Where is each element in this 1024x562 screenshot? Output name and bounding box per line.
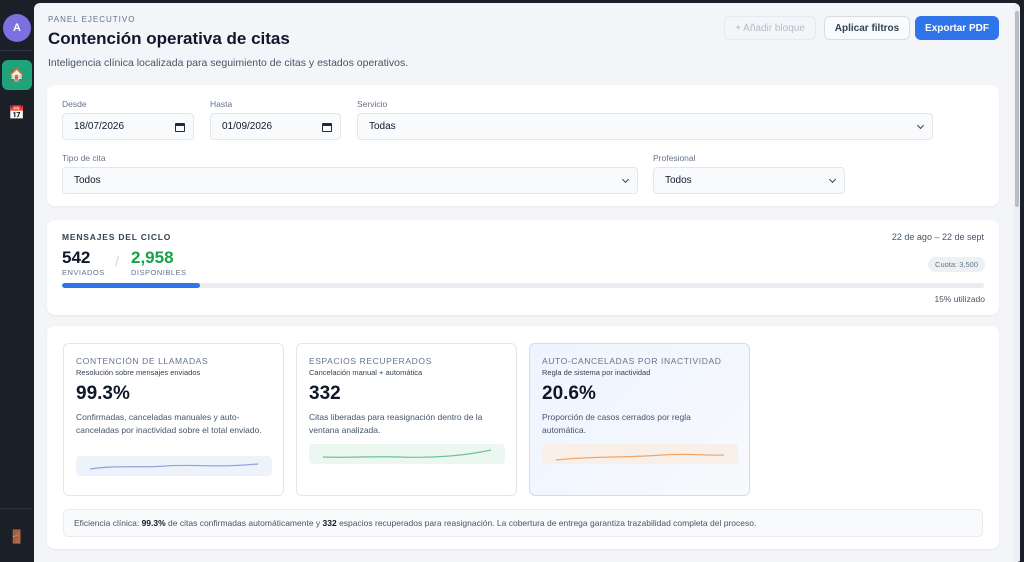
kpi-description: Citas liberadas para reasignación dentro… bbox=[309, 412, 483, 435]
main-content: PANEL EJECUTIVO Contención operativa de … bbox=[34, 3, 1020, 562]
kpi-subtitle: Resolución sobre mensajes enviados bbox=[76, 368, 201, 377]
kpi-call-containment[interactable]: CONTENCIÓN DE LLAMADAS Resolución sobre … bbox=[63, 343, 284, 496]
sparkline bbox=[542, 444, 738, 464]
kpi-auto-cancelled[interactable]: AUTO-CANCELADAS POR INACTIVIDAD Regla de… bbox=[529, 343, 750, 496]
available-label: DISPONIBLES bbox=[131, 268, 187, 277]
kpi-value: 20.6% bbox=[542, 383, 596, 404]
kpi-recovered-slots[interactable]: ESPACIOS RECUPERADOS Cancelación manual … bbox=[296, 343, 517, 496]
sidebar: A 🏠 📅 🚪 bbox=[0, 0, 33, 562]
sidebar-divider bbox=[0, 508, 33, 509]
sidebar-divider bbox=[0, 50, 33, 51]
door-icon: 🚪 bbox=[8, 529, 26, 544]
usage-progress-fill bbox=[62, 283, 201, 288]
summary-value-2: 332 bbox=[322, 518, 337, 528]
efficiency-summary: Eficiencia clínica: 99.3% de citas confi… bbox=[63, 509, 983, 537]
from-label: Desde bbox=[62, 99, 87, 109]
calendar-picker-icon[interactable] bbox=[322, 123, 332, 132]
chevron-down-icon bbox=[621, 175, 630, 184]
usage-note: 15% utilizado bbox=[934, 294, 985, 304]
usage-progress-bar bbox=[62, 283, 984, 288]
appointment-type-label: Tipo de cita bbox=[62, 153, 106, 163]
professional-select[interactable]: Todos bbox=[653, 167, 845, 194]
sparkline bbox=[76, 456, 272, 476]
to-label: Hasta bbox=[210, 99, 233, 109]
quota-badge: Cuota: 3,500 bbox=[928, 257, 985, 272]
page-title: Contención operativa de citas bbox=[48, 29, 290, 48]
logout-button[interactable]: 🚪 bbox=[2, 522, 32, 552]
calendar-icon: 📅 bbox=[8, 105, 26, 120]
summary-middle: de citas confirmadas automáticamente y bbox=[165, 518, 323, 528]
from-date-value: 18/07/2026 bbox=[74, 121, 125, 132]
kpi-value: 99.3% bbox=[76, 383, 130, 404]
add-block-button[interactable]: + Añadir bloque bbox=[724, 16, 816, 40]
kpi-subtitle: Regla de sistema por inactividad bbox=[542, 368, 651, 377]
professional-value: Todos bbox=[665, 175, 692, 186]
appointment-type-select[interactable]: Todos bbox=[62, 167, 638, 194]
page-eyebrow: PANEL EJECUTIVO bbox=[48, 15, 136, 24]
sidebar-item-home[interactable]: 🏠 bbox=[2, 60, 32, 90]
sparkline bbox=[309, 444, 505, 464]
summary-prefix: Eficiencia clínica: bbox=[74, 518, 142, 528]
to-date-input[interactable]: 01/09/2026 bbox=[210, 113, 341, 140]
from-date-input[interactable]: 18/07/2026 bbox=[62, 113, 194, 140]
messages-date-range: 22 de ago – 22 de sept bbox=[891, 232, 984, 242]
summary-suffix: espacios recuperados para reasignación. … bbox=[336, 518, 757, 528]
calendar-picker-icon[interactable] bbox=[175, 123, 185, 132]
chevron-down-icon bbox=[828, 175, 837, 184]
chevron-down-icon bbox=[916, 121, 925, 130]
sent-label: ENVIADOS bbox=[62, 268, 105, 277]
service-select[interactable]: Todas bbox=[357, 113, 933, 140]
kpi-title: ESPACIOS RECUPERADOS bbox=[309, 356, 432, 366]
kpi-title: AUTO-CANCELADAS POR INACTIVIDAD bbox=[542, 356, 722, 366]
messages-title: MENSAJES DEL CICLO bbox=[62, 232, 172, 242]
sparkline-line bbox=[322, 449, 492, 458]
scrollbar-thumb[interactable] bbox=[1015, 11, 1019, 207]
scrollbar[interactable] bbox=[1014, 3, 1020, 562]
kpi-description: Proporción de casos cerrados por regla a… bbox=[542, 412, 691, 435]
kpi-title: CONTENCIÓN DE LLAMADAS bbox=[76, 356, 209, 366]
available-count: 2,958 bbox=[131, 248, 174, 267]
professional-label: Profesional bbox=[653, 153, 696, 163]
kpi-subtitle: Cancelación manual + automática bbox=[309, 368, 423, 377]
messages-card: MENSAJES DEL CICLO 22 de ago – 22 de sep… bbox=[47, 220, 999, 315]
sent-count: 542 bbox=[62, 248, 91, 267]
filters-card: Desde 18/07/2026 Hasta 01/09/2026 Servic… bbox=[47, 85, 999, 206]
summary-value-1: 99.3% bbox=[141, 518, 166, 528]
service-label: Servicio bbox=[357, 99, 388, 109]
page-subtitle: Inteligencia clínica localizada para seg… bbox=[48, 57, 409, 69]
kpi-description: Confirmadas, canceladas manuales y auto-… bbox=[76, 412, 262, 435]
sparkline-line bbox=[89, 463, 259, 470]
kpi-card: CONTENCIÓN DE LLAMADAS Resolución sobre … bbox=[47, 326, 999, 549]
kpi-value: 332 bbox=[309, 383, 341, 404]
home-icon: 🏠 bbox=[8, 67, 26, 82]
export-pdf-button[interactable]: Exportar PDF bbox=[915, 16, 999, 40]
avatar[interactable]: A bbox=[3, 14, 31, 42]
sparkline-line bbox=[555, 453, 725, 461]
separator: / bbox=[115, 253, 119, 269]
to-date-value: 01/09/2026 bbox=[222, 121, 273, 132]
sidebar-item-calendar[interactable]: 📅 bbox=[2, 98, 32, 128]
service-value: Todas bbox=[369, 121, 396, 132]
appointment-type-value: Todos bbox=[74, 175, 101, 186]
apply-filters-button[interactable]: Aplicar filtros bbox=[824, 16, 910, 40]
